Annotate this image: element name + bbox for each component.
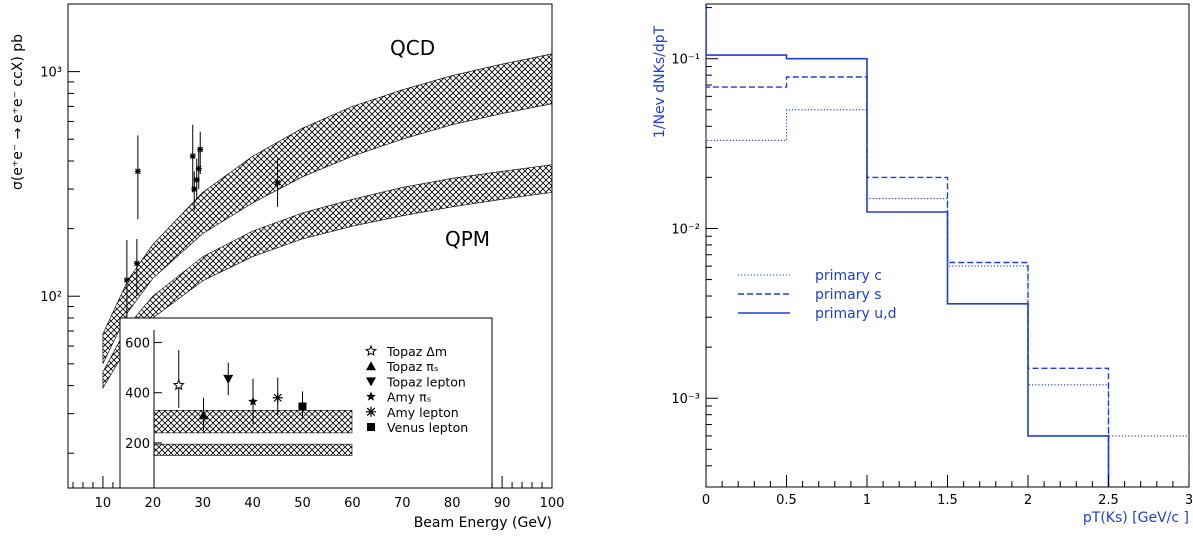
inset-legend-item: Topaz πₛ (366, 359, 438, 374)
inset-legend-label: Venus lepton (387, 420, 468, 435)
legend-label: primary u,d (815, 306, 896, 322)
band-label-qpm: QPM (445, 227, 490, 251)
right-y-axis-label: 1/Nev dNKs/dpT (652, 25, 668, 138)
inset-legend-label: Topaz Δm (386, 344, 447, 359)
legend-item: primary c (738, 268, 882, 284)
legend-item: primary s (738, 287, 882, 303)
data-point (193, 158, 200, 200)
band-qpm (102, 164, 553, 390)
left-chart: 10 20 30 40 50 60 70 80 90 100 10² 10³ QCD QPM Bea… (10, 3, 565, 531)
left-x-tick-label: 10 (95, 496, 112, 511)
band-qcd (102, 53, 553, 364)
inset-y-tick-label: 400 (125, 387, 150, 402)
left-x-tick-label: 30 (194, 496, 211, 511)
inset-legend-item: Amy lepton (366, 405, 459, 420)
legend-label: primary c (815, 268, 882, 284)
inset-y-tick-label: 600 (125, 337, 150, 352)
left-x-tick-label: 70 (394, 496, 411, 511)
legend-label: primary s (815, 287, 882, 303)
inset-legend-item: Topaz Δm (364, 344, 447, 359)
left-x-tick-label: 20 (145, 496, 162, 511)
inset-band (153, 443, 353, 456)
left-x-axis-label: Beam Energy (GeV) (414, 515, 552, 531)
right-x-axis-label: pT(Ks) [GeV/c ] (1083, 510, 1189, 526)
right-x-tick-label: 1.5 (937, 493, 958, 508)
inset-legend-label: Topaz lepton (386, 374, 466, 389)
data-point (134, 135, 141, 220)
left-y-axis-label: σ(e⁺e⁻ → e⁺e⁻ ccX) pb (10, 34, 26, 190)
left-x-tick-label: 80 (444, 496, 461, 511)
data-point (189, 124, 196, 193)
inset-legend-label: Amy πₛ (387, 390, 431, 405)
left-x-tick-label: 60 (344, 496, 361, 511)
inset-data-point (298, 391, 307, 420)
right-y-tick-label: 10⁻³ (671, 392, 700, 407)
series-line-primary-u-d (706, 4, 1110, 487)
left-x-tick-label: 50 (294, 496, 311, 511)
inset-legend-label: Amy lepton (387, 405, 459, 420)
data-point (133, 238, 140, 297)
right-y-tick-label: 10⁻² (671, 222, 700, 237)
right-chart: 0 0.5 1 1.5 2 2.5 3 10⁻³ 10⁻² 10⁻¹ primary c prim… (652, 3, 1193, 526)
left-y-tick-label: 10³ (40, 66, 62, 81)
right-y-tick-label: 10⁻¹ (671, 53, 700, 68)
right-x-tick-label: 0 (702, 493, 710, 508)
inset-y-tick-label: 200 (125, 437, 150, 452)
right-x-tick-label: 0.5 (776, 493, 797, 508)
data-point (197, 131, 204, 175)
band-label-qcd: QCD (390, 36, 435, 60)
right-x-tick-label: 2.5 (1098, 493, 1119, 508)
right-x-tick-label: 1 (863, 493, 871, 508)
inset-legend-item: Amy πₛ (366, 390, 431, 405)
inset-data-point (223, 362, 234, 396)
inset-data-point (172, 350, 185, 408)
inset-data-point (198, 397, 209, 431)
left-x-tick-label: 90 (494, 496, 511, 511)
inset-legend-item: Venus lepton (367, 420, 468, 435)
left-x-tick-label: 100 (540, 496, 565, 511)
legend-item: primary u,d (738, 306, 896, 322)
inset-legend-item: Topaz lepton (366, 374, 466, 389)
left-x-tick-label: 40 (244, 496, 261, 511)
inset-legend-label: Topaz πₛ (386, 359, 438, 374)
inset-data-point (272, 377, 283, 416)
data-point (274, 158, 281, 207)
right-x-tick-label: 3 (1185, 493, 1193, 508)
right-x-tick-label: 2 (1024, 493, 1032, 508)
inset-data-point (248, 378, 258, 425)
data-point (195, 147, 202, 190)
left-y-tick-label: 10² (40, 290, 62, 305)
